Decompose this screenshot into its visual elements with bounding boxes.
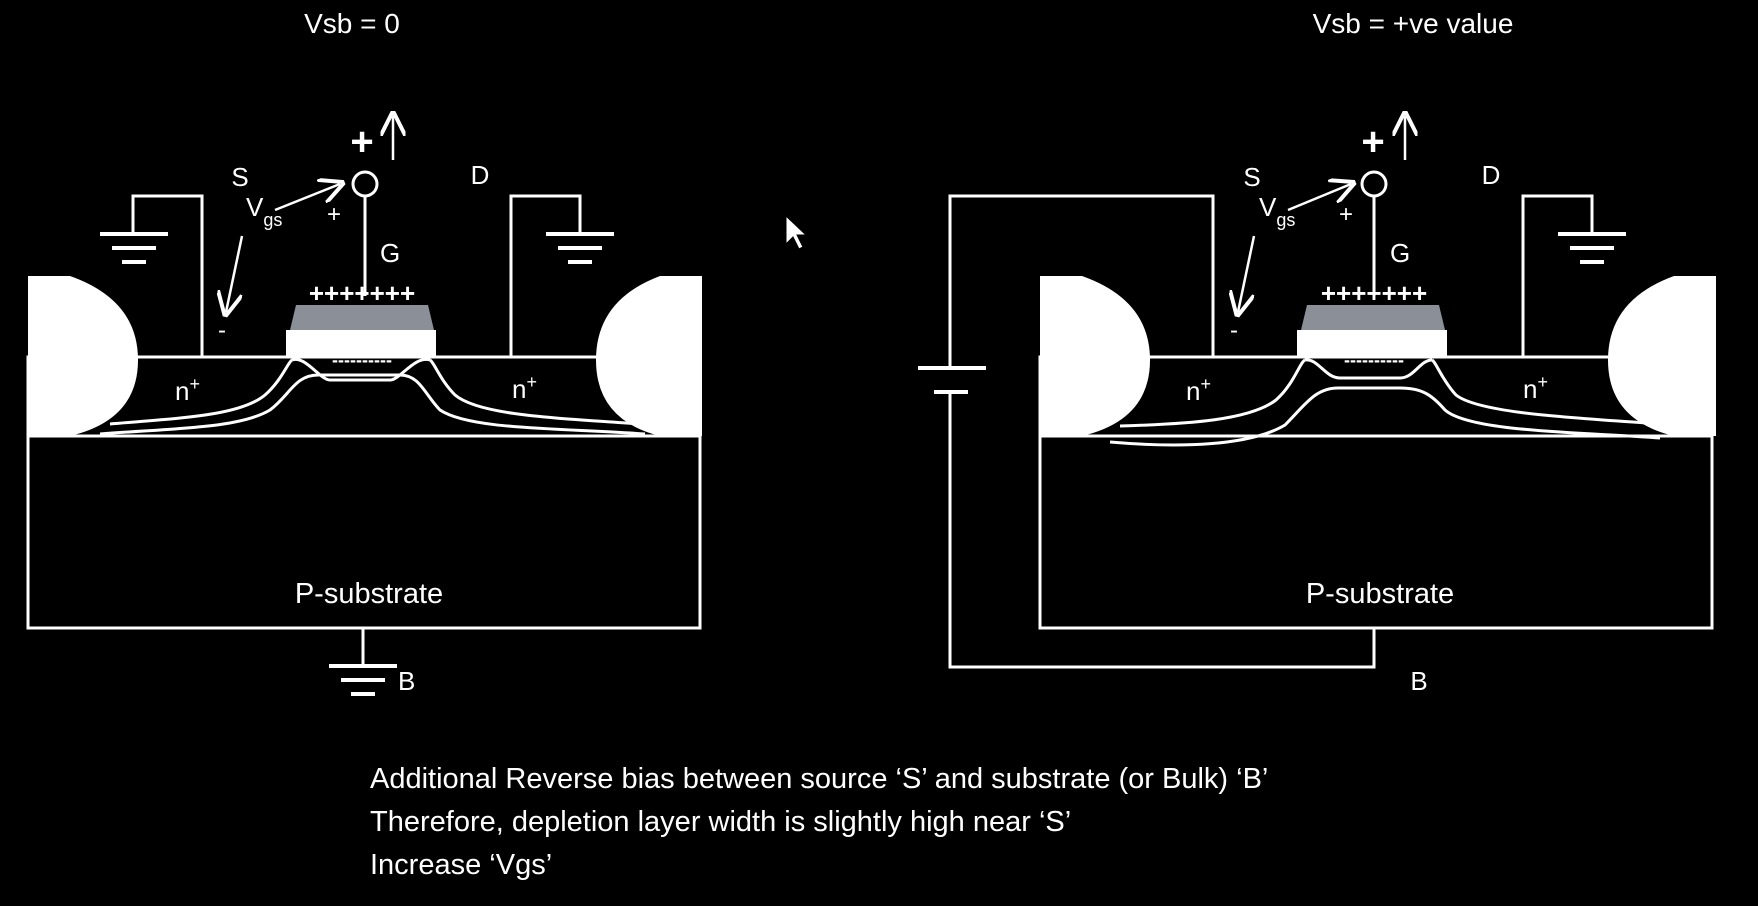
left-gate-electrode	[286, 330, 436, 357]
right-channel-charges: ----------	[1344, 350, 1404, 370]
right-source-label: S	[1243, 162, 1260, 192]
left-substrate-label: P-substrate	[295, 578, 443, 610]
left-bulk-ground-icon	[329, 664, 397, 696]
right-plus-small: +	[1339, 201, 1353, 228]
left-depletion-outer	[99, 373, 646, 436]
left-gate-terminal	[351, 170, 379, 198]
right-minus-small: -	[1230, 317, 1238, 344]
left-vgs-arrow-to-gate	[274, 184, 340, 212]
left-isolation-left	[28, 276, 138, 436]
right-nplus-right: n+	[1523, 372, 1548, 404]
right-vgs-arrow-to-source	[1238, 235, 1256, 312]
left-vgs-arrow-to-source	[226, 235, 244, 312]
left-nplus-left: n+	[175, 374, 200, 406]
right-isolation-right	[1608, 276, 1716, 436]
note-line-2: Therefore, depletion layer width is slig…	[370, 806, 1072, 838]
left-vgs-main: V	[246, 192, 264, 222]
right-gate-electrode	[1297, 330, 1447, 357]
left-gate-charges: +++++++	[309, 278, 415, 308]
right-gate-label: G	[1390, 238, 1410, 268]
left-minus-small: -	[218, 317, 226, 344]
left-isolation-right	[596, 276, 702, 436]
right-title: Vsb = +ve value	[1313, 8, 1514, 39]
left-source-ground-icon	[100, 232, 168, 264]
right-drain-label: D	[1482, 160, 1501, 190]
right-substrate-label: P-substrate	[1306, 578, 1454, 610]
right-vgs-main: V	[1259, 192, 1277, 222]
left-vgs-label: Vgs	[246, 192, 282, 230]
right-depletion-inner	[1119, 358, 1661, 428]
note-line-3: Increase ‘Vgs’	[370, 849, 553, 881]
left-vgs-sub: gs	[263, 210, 282, 230]
right-gate-oxide	[1301, 305, 1445, 330]
right-isolation-left	[1040, 276, 1150, 436]
left-drain-ground-icon	[546, 232, 614, 264]
left-depletion-inner	[109, 358, 641, 426]
right-bulk-label: B	[1410, 666, 1427, 696]
explanation-notes: Additional Reverse bias between source ‘…	[370, 758, 1268, 887]
right-depletion-outer	[1109, 386, 1661, 447]
right-vgs-arrow-to-gate	[1287, 184, 1351, 212]
right-diagram: Vsb = +ve value +++++++ ----------	[918, 8, 1716, 696]
right-bias-wire	[948, 194, 1215, 366]
left-diagram: Vsb = 0 +++++++ ---------- G +	[26, 8, 702, 696]
right-depletion-channel	[1304, 358, 1433, 380]
left-depletion-channel	[291, 357, 431, 382]
left-source-label: S	[231, 162, 248, 192]
mouse-cursor-icon	[785, 214, 808, 250]
right-drain-wire	[1521, 194, 1594, 357]
right-vgs-sub: gs	[1276, 210, 1295, 230]
left-drain-label: D	[471, 160, 490, 190]
right-bias-wire-bottom	[948, 392, 1376, 669]
left-gate-oxide	[290, 305, 434, 330]
left-source-wire	[131, 194, 204, 357]
left-plus-small: +	[327, 201, 341, 228]
left-title: Vsb = 0	[304, 8, 400, 39]
note-line-1: Additional Reverse bias between source ‘…	[370, 763, 1269, 795]
right-gate-terminal	[1360, 170, 1388, 198]
right-nplus-left: n+	[1186, 374, 1211, 406]
left-bulk-label: B	[398, 666, 415, 696]
right-drain-ground-icon	[1558, 232, 1626, 264]
left-gate-label: G	[380, 238, 400, 268]
right-plus-big: +	[1361, 120, 1384, 164]
left-plus-big: +	[350, 120, 373, 164]
left-nplus-right: n+	[512, 372, 537, 404]
left-drain-wire	[509, 194, 582, 357]
left-channel-charges: ----------	[332, 350, 392, 370]
right-vgs-label: Vgs	[1259, 192, 1295, 230]
battery-icon	[918, 366, 986, 394]
